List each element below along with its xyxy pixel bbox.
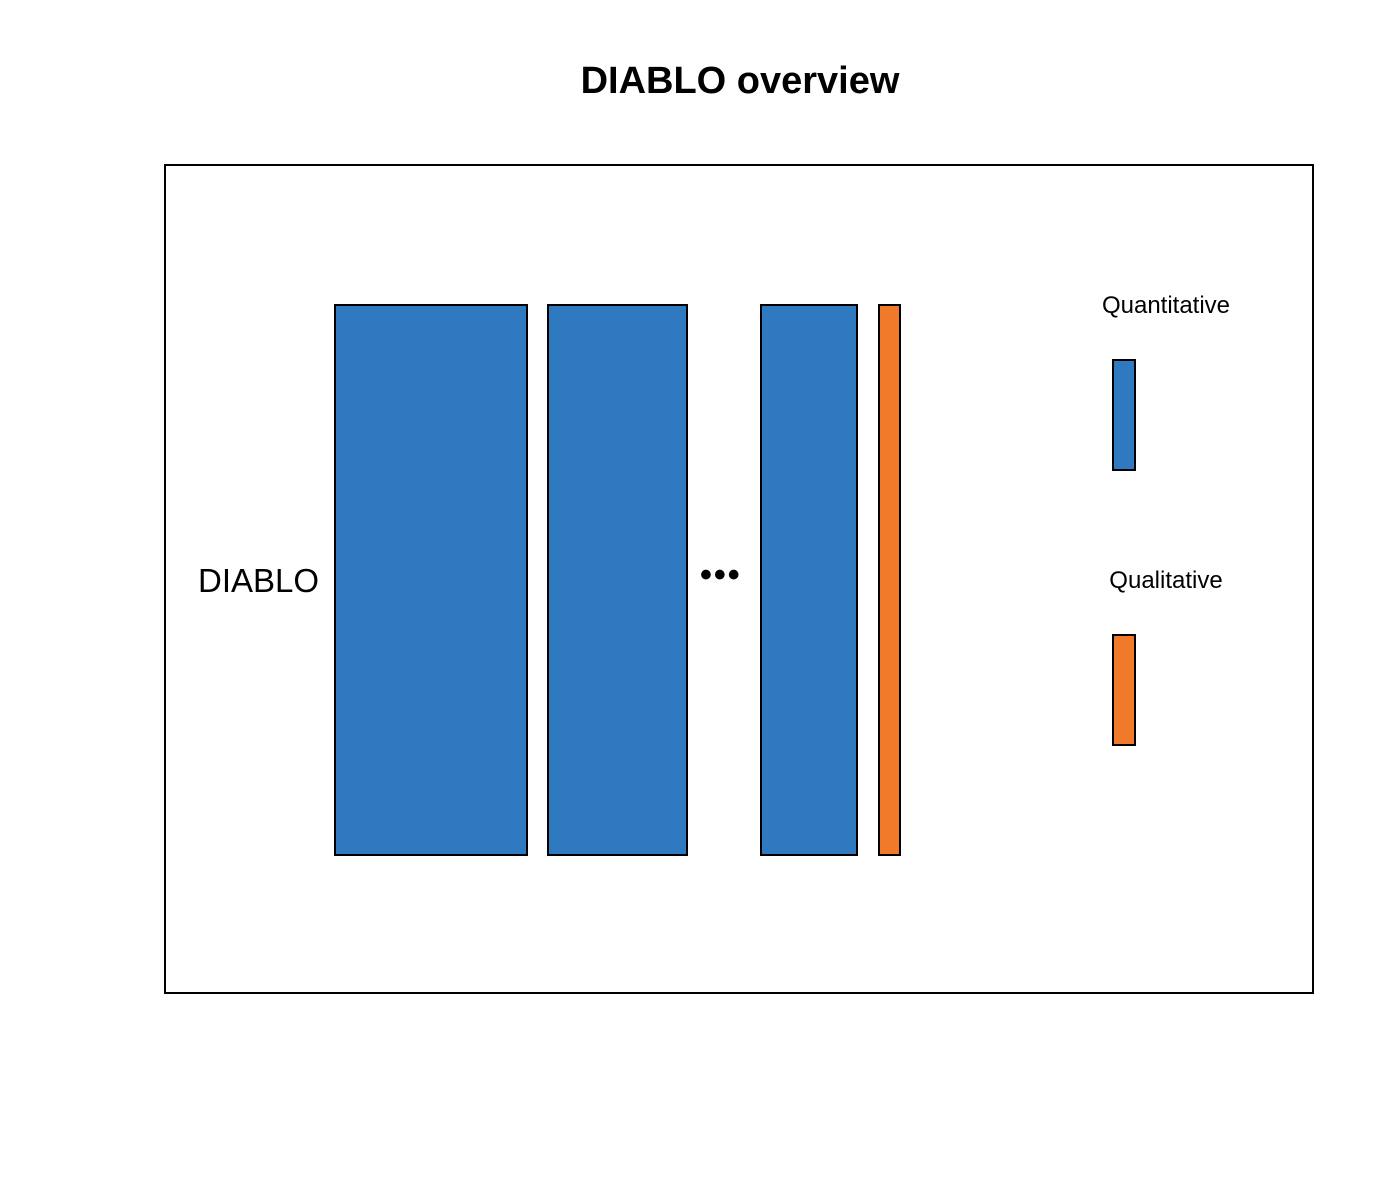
quantitative-block-n [760, 304, 858, 856]
quantitative-block-2 [547, 304, 688, 856]
diagram-title: DIABLO overview [580, 60, 900, 102]
diagram-frame [164, 164, 1314, 994]
ellipsis-more-blocks: ••• [700, 556, 742, 594]
row-label-diablo: DIABLO [198, 562, 320, 599]
legend-quantitative-label: Quantitative [1101, 292, 1231, 319]
qualitative-block-outcome [878, 304, 901, 856]
legend-quantitative-swatch [1112, 359, 1136, 471]
legend-qualitative-swatch [1112, 634, 1136, 746]
quantitative-block-1 [334, 304, 528, 856]
legend-qualitative-label: Qualitative [1109, 567, 1223, 594]
